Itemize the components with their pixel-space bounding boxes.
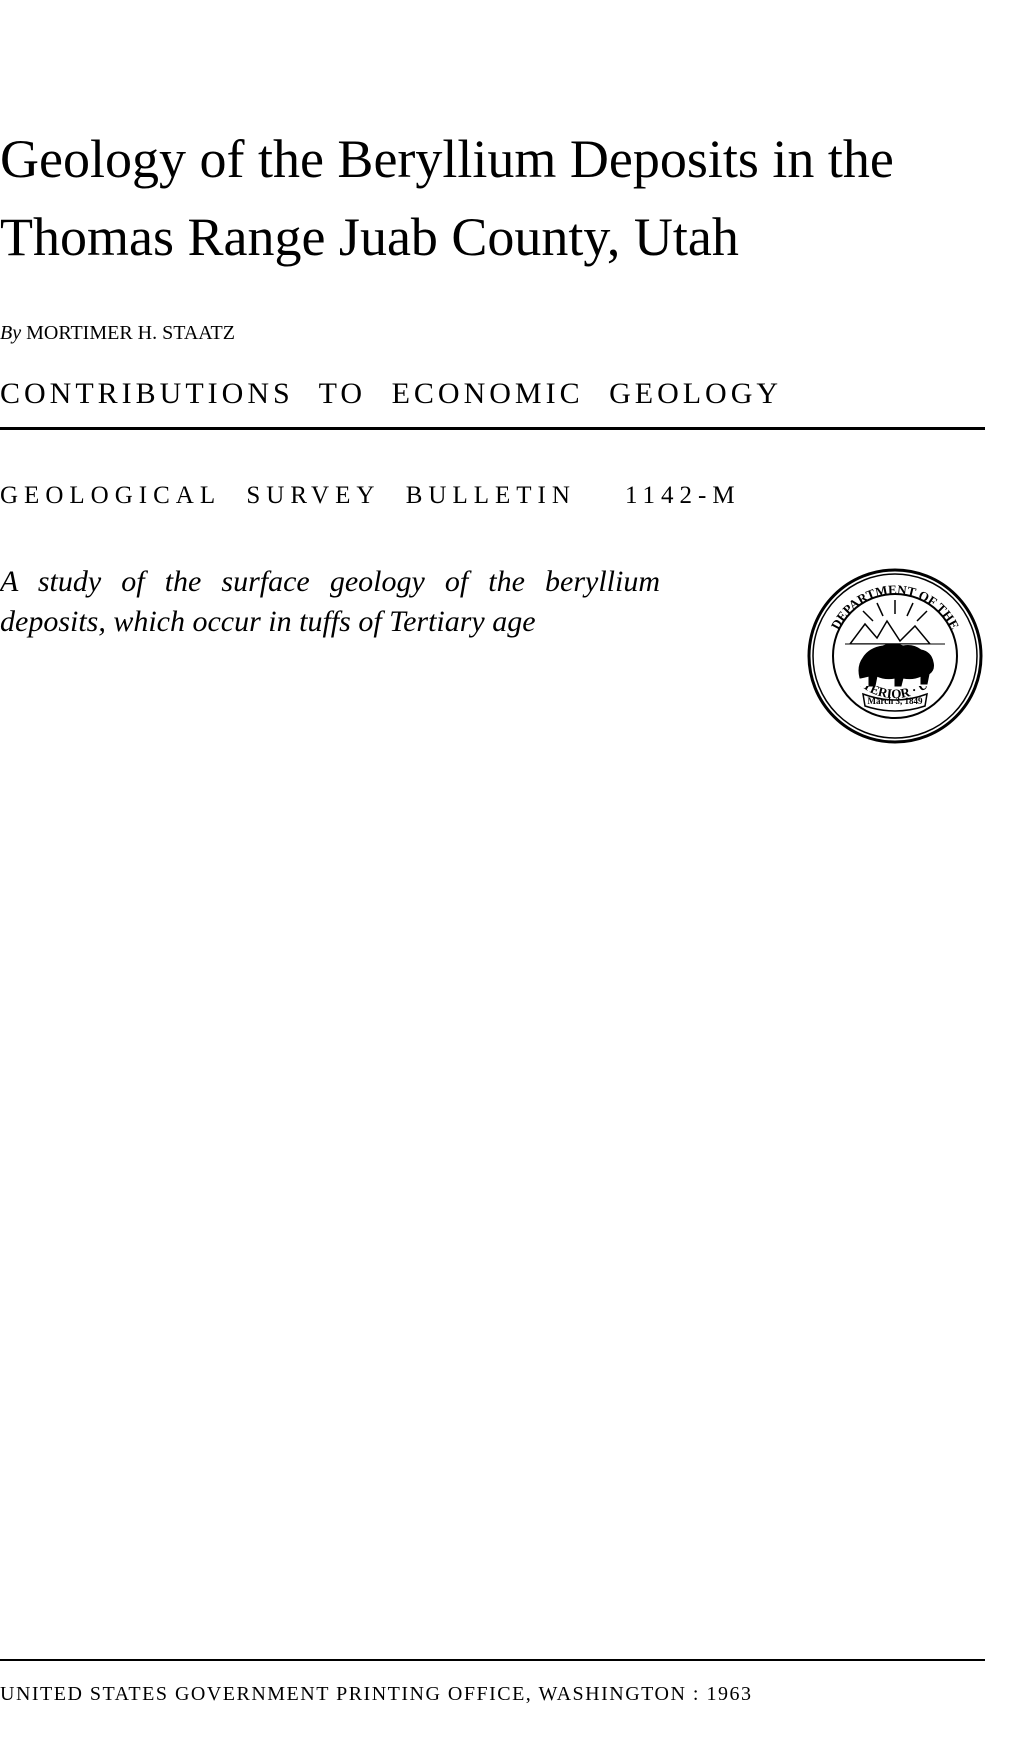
seal-svg: DEPARTMENT OF THE INTERIOR · U.S. Ma: [805, 566, 985, 746]
divider-top: [0, 427, 985, 430]
footer-text: UNITED STATES GOVERNMENT PRINTING OFFICE…: [0, 1683, 985, 1706]
author-by: By: [0, 322, 21, 344]
description-row: A study of the surface geology of the be…: [0, 562, 985, 746]
document-title: Geology of the Beryllium Deposits in the…: [0, 120, 985, 277]
bulletin-number: 1142-M: [625, 482, 741, 509]
study-description: A study of the surface geology of the be…: [0, 562, 660, 643]
department-seal-icon: DEPARTMENT OF THE INTERIOR · U.S. Ma: [805, 566, 985, 746]
author-name: MORTIMER H. STAATZ: [26, 322, 235, 344]
divider-footer: [0, 1659, 985, 1661]
bulletin-label: GEOLOGICAL SURVEY BULLETIN: [0, 482, 576, 509]
svg-text:March 3, 1849: March 3, 1849: [867, 696, 923, 706]
series-title: CONTRIBUTIONS TO ECONOMIC GEOLOGY: [0, 377, 985, 411]
bulletin-line: GEOLOGICAL SURVEY BULLETIN 1142-M: [0, 482, 985, 510]
footer-area: UNITED STATES GOVERNMENT PRINTING OFFICE…: [0, 1659, 985, 1706]
author-line: By MORTIMER H. STAATZ: [0, 322, 985, 345]
